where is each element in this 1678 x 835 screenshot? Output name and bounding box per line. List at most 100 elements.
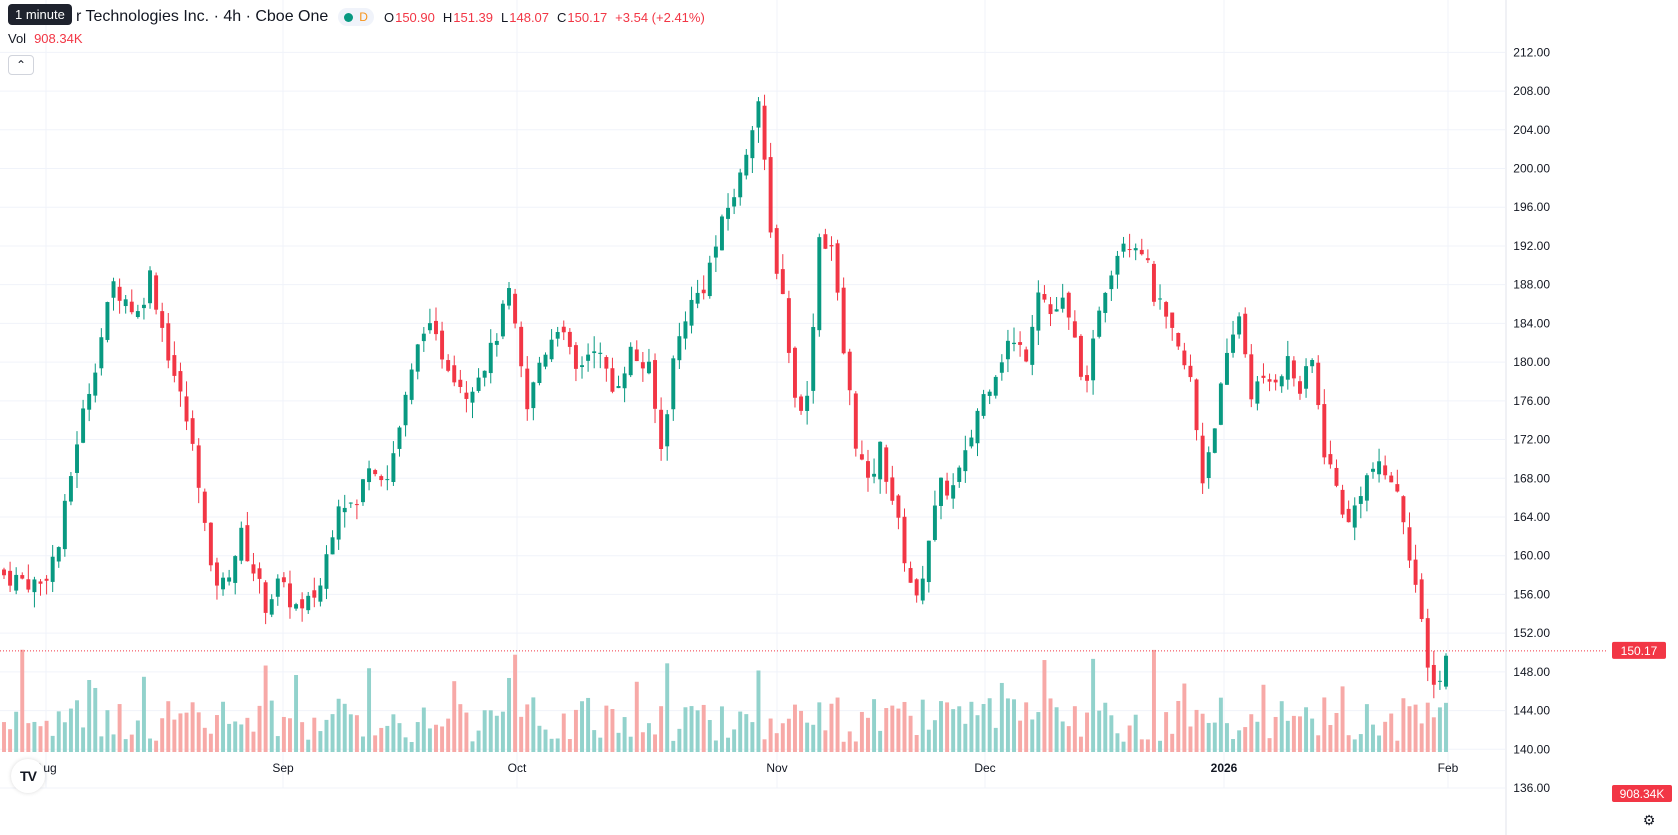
candle-body — [640, 362, 645, 369]
volume-bar — [1291, 715, 1296, 752]
price-axis[interactable]: 212.00 208.00 204.00 200.00 196.00 192.00 188.… — [1505, 0, 1550, 835]
candle-body — [622, 373, 627, 389]
volume-bar — [1255, 721, 1260, 752]
candle-body — [2, 569, 6, 576]
candle-body — [281, 577, 286, 583]
volume-bar — [738, 711, 743, 752]
volume-bar — [1231, 739, 1236, 752]
candle-body — [488, 342, 493, 374]
candle-body — [1328, 454, 1333, 465]
volume-bar — [227, 723, 232, 752]
volume-bar — [1431, 717, 1436, 752]
candle-body — [1352, 505, 1357, 528]
candle-body — [1054, 309, 1059, 312]
volume-bar — [744, 714, 749, 752]
candle-body — [257, 568, 262, 579]
volume-bar — [50, 735, 55, 752]
volume-bar — [287, 718, 292, 752]
candle-body — [610, 368, 615, 392]
candle-body — [744, 154, 749, 176]
volume-bar — [1279, 701, 1284, 752]
volume-bar — [914, 735, 919, 752]
candle-body — [135, 311, 140, 317]
tradingview-logo-icon[interactable]: TV — [11, 759, 45, 793]
volume-bar — [294, 675, 299, 752]
volume-bar — [208, 733, 213, 752]
candle-body — [166, 323, 171, 361]
candle-body — [793, 347, 797, 398]
volume-bar — [1012, 699, 1016, 752]
candle-body — [190, 418, 195, 444]
candle-body — [275, 578, 280, 597]
candle-body — [823, 234, 828, 249]
volume-bar — [214, 715, 219, 752]
candle-body — [963, 450, 968, 472]
volume-bar — [531, 697, 536, 752]
gear-icon[interactable]: ⚙ — [1642, 811, 1656, 828]
volume-bar — [719, 706, 724, 752]
symbol-title[interactable]: r Technologies Inc. · 4h · Cboe One — [76, 8, 329, 25]
volume-bar — [878, 730, 883, 752]
volume-bar — [580, 701, 584, 752]
candle-body — [500, 303, 505, 337]
candle-body — [719, 216, 724, 251]
volume-bar — [1364, 704, 1369, 752]
volume-bar — [1097, 710, 1102, 752]
candle-body — [592, 351, 597, 354]
volume-bar — [1005, 698, 1010, 752]
volume-bar — [519, 716, 524, 752]
candle-body — [993, 376, 998, 396]
volume-bar — [1273, 716, 1278, 752]
volume-bar — [154, 740, 159, 752]
candle-body — [178, 371, 183, 392]
volume-bar — [799, 710, 804, 752]
price-tick-label: 180.00 — [1513, 355, 1550, 369]
volume-bar — [1042, 660, 1047, 752]
candles — [2, 94, 1448, 699]
volume-bar — [1389, 713, 1394, 752]
volume-bar — [1346, 735, 1351, 752]
candle-body — [312, 590, 317, 598]
candle-body — [458, 379, 463, 387]
candle-body — [391, 453, 396, 482]
candle-body — [403, 394, 408, 426]
volume-bar — [434, 724, 438, 752]
candle-body — [1431, 664, 1436, 685]
candle-body — [1133, 248, 1138, 251]
candle-body — [1377, 461, 1382, 475]
volume-bar — [1383, 721, 1388, 752]
candle-body — [1285, 356, 1290, 380]
candle-body — [20, 575, 25, 579]
volume-bar — [908, 715, 913, 752]
candle-body — [221, 577, 226, 590]
candle-body — [227, 577, 232, 582]
market-status[interactable]: D — [338, 8, 374, 26]
candle-body — [732, 197, 737, 207]
candle-body — [1255, 381, 1260, 404]
volume-bar — [1024, 702, 1029, 752]
volume-bar — [458, 704, 463, 752]
candle-body — [1273, 379, 1278, 383]
volume-bar — [695, 710, 700, 752]
volume-bar — [592, 730, 597, 752]
time-axis[interactable]: Aug Sep Oct Nov Dec 2026 Feb — [35, 761, 1458, 775]
volume-bar — [622, 717, 627, 752]
volume-bar — [683, 707, 688, 752]
volume-bar — [105, 710, 110, 752]
candle-body — [1030, 326, 1035, 365]
candle-body — [1224, 352, 1229, 385]
candle-body — [38, 581, 43, 584]
volume-badge: 908.34K — [1612, 785, 1672, 802]
collapse-legend-button[interactable]: ⌃ — [8, 55, 34, 75]
candle-body — [659, 409, 664, 450]
volume-bar — [1413, 704, 1418, 752]
candle-body — [409, 369, 414, 400]
candle-body — [1078, 335, 1083, 377]
volume-bar — [1115, 733, 1120, 752]
candle-body — [884, 447, 889, 482]
volume-bar — [488, 710, 493, 752]
open-value: O150.90 — [383, 9, 435, 25]
candle-body — [50, 556, 55, 582]
candle-body — [1395, 484, 1400, 492]
